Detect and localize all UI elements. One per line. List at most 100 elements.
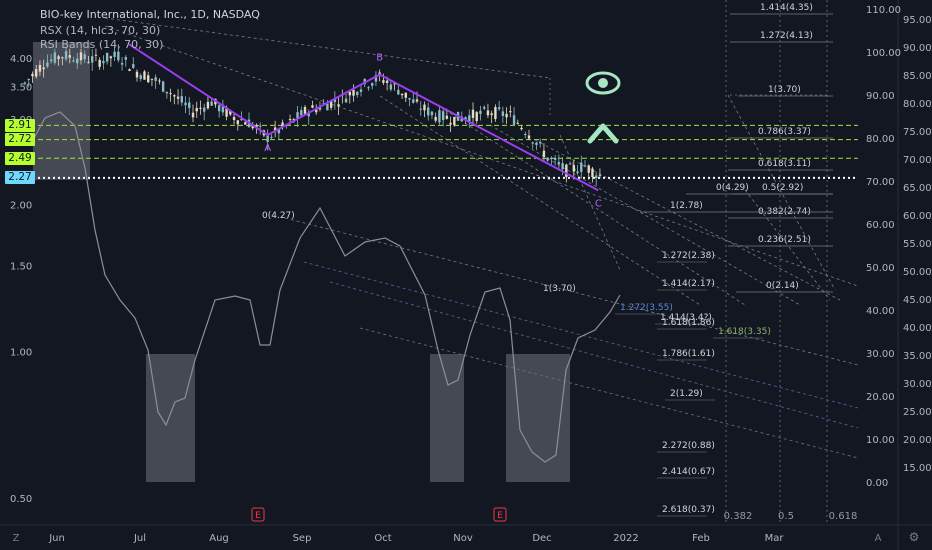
candle-body bbox=[266, 134, 269, 142]
candle-body bbox=[497, 107, 501, 110]
candle-body bbox=[531, 142, 534, 144]
candle-body bbox=[120, 62, 124, 65]
candle-body bbox=[535, 142, 538, 145]
wave-label-c: C bbox=[595, 198, 602, 209]
candle-body bbox=[524, 133, 527, 135]
osc-axis-tick: 100.00 bbox=[866, 48, 901, 59]
trend-line bbox=[284, 217, 859, 366]
candle-body bbox=[221, 104, 225, 113]
right-axis-tick: 25.00 bbox=[903, 407, 932, 418]
candle-body bbox=[240, 118, 243, 121]
candle-body bbox=[598, 174, 602, 176]
candle-body bbox=[225, 108, 228, 117]
candle-body bbox=[367, 87, 370, 89]
candle-body bbox=[31, 73, 34, 77]
earnings-marker-icon bbox=[493, 507, 507, 522]
rsi-band-shade bbox=[506, 354, 570, 482]
candle-body bbox=[580, 162, 583, 172]
osc-axis-tick: 50.00 bbox=[866, 263, 895, 274]
candle-body bbox=[180, 96, 183, 103]
fib-extension-label: 1.272(3.55) bbox=[620, 303, 673, 313]
candle-body bbox=[412, 99, 415, 103]
right-axis-tick: 55.00 bbox=[903, 239, 932, 250]
right-axis-tick: 65.00 bbox=[903, 183, 932, 194]
candle-body bbox=[385, 80, 389, 83]
fib-level-label: 0.5(2.92) bbox=[762, 183, 803, 193]
candle-body bbox=[344, 98, 348, 103]
candle-body bbox=[53, 52, 57, 63]
fib-level-label: 1(3.70) bbox=[768, 85, 801, 95]
eye-icon-outline bbox=[585, 71, 621, 95]
candle-body bbox=[557, 162, 561, 165]
candle-body bbox=[449, 122, 452, 125]
trend-line bbox=[329, 281, 859, 429]
right-axis-tick: 90.00 bbox=[903, 43, 932, 54]
trend-line bbox=[359, 327, 859, 459]
candle-body bbox=[595, 175, 598, 178]
candle-body bbox=[288, 119, 292, 121]
x-axis-tick: 2022 bbox=[613, 533, 638, 544]
candle-body bbox=[35, 69, 38, 77]
candle-body bbox=[76, 58, 79, 64]
candle-body bbox=[184, 102, 187, 106]
candle-body bbox=[251, 124, 254, 129]
chevron-up-icon bbox=[587, 123, 619, 144]
price-tag: 2.91 bbox=[5, 118, 35, 132]
candle-body bbox=[49, 59, 53, 62]
candle-body bbox=[161, 81, 165, 92]
fib-level-label: 1(2.78) bbox=[670, 201, 703, 211]
candle-body bbox=[423, 104, 426, 111]
candle-body bbox=[46, 62, 49, 67]
candle-body bbox=[490, 113, 493, 116]
trend-line bbox=[104, 17, 551, 79]
candle-body bbox=[139, 75, 142, 79]
candle-body bbox=[389, 84, 393, 90]
rsi-band-shade bbox=[33, 42, 90, 180]
candle-body bbox=[419, 108, 422, 110]
right-axis-tick: 85.00 bbox=[903, 71, 932, 82]
candle-body bbox=[565, 164, 568, 177]
candle-body bbox=[576, 171, 579, 174]
settings-gear-icon: ⚙ bbox=[909, 530, 920, 544]
fib-time-label: 0.5 bbox=[778, 511, 794, 522]
candle-body bbox=[445, 115, 449, 119]
candle-body bbox=[505, 113, 508, 118]
candle-body bbox=[68, 55, 71, 58]
candle-body bbox=[169, 93, 172, 95]
candle-body bbox=[27, 79, 30, 81]
candle-body bbox=[113, 51, 116, 57]
candle-body bbox=[195, 107, 198, 112]
price-tag: 2.49 bbox=[5, 151, 35, 165]
candle-body bbox=[468, 115, 471, 123]
x-axis-tick: Jun bbox=[48, 533, 65, 544]
candle-body bbox=[57, 56, 60, 60]
right-axis-tick: 45.00 bbox=[903, 295, 932, 306]
auto-scale-icon: A bbox=[875, 533, 882, 544]
price-tag: 2.72 bbox=[5, 133, 35, 147]
fib-extension-label: 1.272(2.38) bbox=[662, 251, 715, 261]
candle-body bbox=[542, 150, 546, 157]
candle-body bbox=[87, 62, 90, 64]
price-tag: 2.27 bbox=[5, 171, 35, 185]
candle-body bbox=[150, 78, 154, 80]
candle-body bbox=[64, 51, 68, 60]
candle-body bbox=[23, 82, 27, 84]
fib-extension-label: 1.618(1.86) bbox=[662, 318, 715, 328]
candle-body bbox=[109, 56, 113, 59]
rsi-bands-indicator-label[interactable]: RSI Bands (14, 70, 30) bbox=[40, 38, 164, 51]
rsx-indicator-label[interactable]: RSX (14, hlc3, 70, 30) bbox=[40, 24, 161, 37]
candle-body bbox=[105, 52, 109, 62]
left-axis-tick: 2.00 bbox=[10, 201, 32, 212]
candle-body bbox=[79, 52, 83, 61]
candle-body bbox=[516, 122, 519, 124]
candle-body bbox=[210, 101, 213, 106]
fib-extension-label: 1.414(3.4?) bbox=[660, 313, 712, 323]
wave-label-b: B bbox=[376, 52, 383, 63]
fib-start-label: 0(4.27) bbox=[262, 211, 295, 221]
right-axis-tick: 30.00 bbox=[903, 379, 932, 390]
candle-body bbox=[232, 116, 236, 120]
candle-body bbox=[61, 57, 64, 59]
candle-body bbox=[568, 163, 572, 165]
